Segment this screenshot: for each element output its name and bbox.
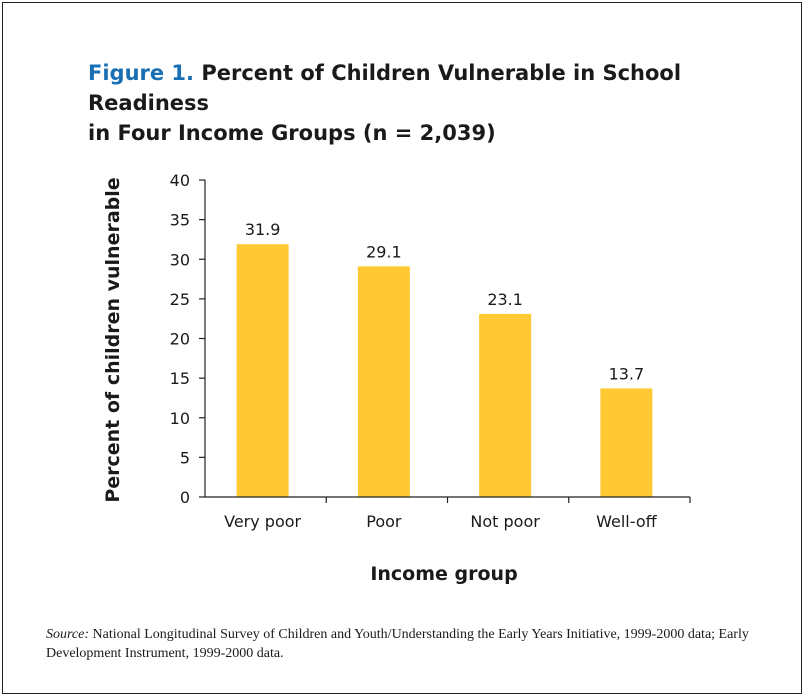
y-tick-label: 10 bbox=[170, 409, 190, 428]
y-tick-label: 15 bbox=[170, 369, 190, 388]
y-tick-label: 35 bbox=[170, 211, 190, 230]
bar-value-label: 23.1 bbox=[487, 290, 523, 309]
figure-label: Figure 1. bbox=[88, 61, 195, 85]
x-axis-label: Income group bbox=[370, 563, 517, 585]
y-tick-label: 20 bbox=[170, 330, 190, 349]
figure-title: Figure 1. Percent of Children Vulnerable… bbox=[88, 58, 788, 148]
y-axis-label: Percent of children vulnerable bbox=[102, 177, 124, 502]
y-tick-label: 25 bbox=[170, 290, 190, 309]
bar-value-label: 31.9 bbox=[245, 220, 281, 239]
y-axis: 0 5 10 15 20 25 30 35 40 bbox=[170, 171, 206, 507]
x-tick-label: Very poor bbox=[224, 512, 301, 531]
x-tick-label: Well-off bbox=[596, 512, 657, 531]
bar bbox=[479, 313, 532, 497]
y-tick-label: 30 bbox=[170, 250, 190, 269]
bar-value-label: 13.7 bbox=[609, 364, 645, 383]
source-text: National Longitudinal Survey of Children… bbox=[46, 627, 749, 661]
y-tick-label: 0 bbox=[180, 488, 190, 507]
x-tick-label: Not poor bbox=[470, 512, 540, 531]
x-tick-label: Poor bbox=[366, 512, 402, 531]
bar-value-label: 29.1 bbox=[366, 242, 402, 261]
figure-title-line2: in Four Income Groups (n = 2,039) bbox=[88, 121, 496, 145]
value-labels-group: 31.9 29.1 23.1 13.7 bbox=[245, 220, 644, 383]
x-axis: Very poor Poor Not poor Well-off bbox=[205, 496, 691, 531]
bar bbox=[357, 266, 410, 497]
figure-title-line1: Percent of Children Vulnerable in School… bbox=[88, 61, 682, 115]
bar bbox=[600, 388, 653, 497]
source-note: Source: National Longitudinal Survey of … bbox=[46, 625, 786, 663]
y-tick-label: 5 bbox=[180, 448, 190, 467]
bar bbox=[236, 244, 289, 497]
y-tick-label: 40 bbox=[170, 171, 190, 190]
source-label: Source: bbox=[46, 627, 90, 642]
bars-group bbox=[236, 244, 653, 497]
